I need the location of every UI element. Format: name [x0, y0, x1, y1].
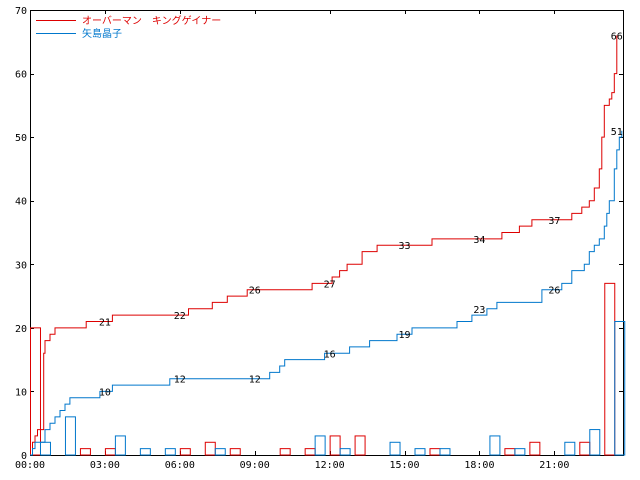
hourly-bar-series-2: [564, 441, 576, 456]
hourly-bar-series-2: [39, 441, 51, 456]
data-label-series-2: 23: [473, 305, 485, 316]
data-label-series-1: 21: [99, 318, 111, 329]
legend-label-series-2: 矢島晶子: [82, 27, 122, 40]
hourly-bar-series-2: [589, 429, 601, 456]
legend: オーバーマン キングゲイナー 矢島晶子: [36, 14, 221, 40]
hourly-bar-series-1: [279, 448, 291, 456]
x-tick-label: 00:00: [15, 460, 45, 471]
data-label-series-1: 34: [473, 235, 485, 246]
hourly-bar-series-2: [214, 448, 226, 456]
hourly-bar-series-1: [604, 282, 616, 456]
hourly-bar-series-2: [414, 448, 426, 456]
data-label-series-2: 19: [399, 330, 411, 341]
x-tick-label: 21:00: [539, 460, 569, 471]
hourly-bar-series-2: [489, 435, 501, 456]
x-tick-label: 06:00: [165, 460, 195, 471]
y-tick-label: 0: [21, 451, 27, 462]
hourly-bar-series-1: [30, 327, 41, 456]
hourly-bar-series-1: [329, 435, 341, 456]
hourly-bar-series-2: [389, 441, 401, 456]
y-tick-label: 60: [15, 70, 27, 81]
data-label-series-1: 22: [174, 311, 186, 322]
hourly-bar-series-2: [164, 448, 176, 456]
hourly-bar-series-1: [304, 448, 316, 456]
data-label-series-2: 12: [249, 375, 261, 386]
data-label-series-1: 37: [548, 216, 560, 227]
data-label-series-2: 26: [548, 286, 560, 297]
data-label-series-2: 12: [174, 375, 186, 386]
cumulative-line-series-2: [30, 130, 623, 456]
hourly-bar-series-1: [504, 448, 516, 456]
data-label-series-1: 66: [611, 31, 623, 42]
hourly-bar-series-1: [529, 441, 541, 456]
data-label-series-2: 10: [99, 387, 111, 398]
y-tick-label: 20: [15, 324, 27, 335]
hourly-bar-series-1: [204, 441, 216, 456]
plot-frame: [30, 10, 624, 456]
bars: [30, 282, 626, 456]
hourly-bar-series-1: [104, 448, 116, 456]
x-tick-label: 03:00: [90, 460, 120, 471]
hourly-bar-series-2: [114, 435, 126, 456]
hourly-bar-series-1: [229, 448, 241, 456]
y-tick-label: 70: [15, 6, 27, 17]
data-label-series-2: 51: [611, 127, 623, 138]
y-tick-label: 50: [15, 133, 27, 144]
legend-label-series-1: オーバーマン キングゲイナー: [82, 14, 221, 27]
hourly-bar-series-2: [439, 448, 451, 456]
hourly-bar-series-1: [354, 435, 366, 456]
cumulative-line-series-1: [30, 35, 618, 456]
x-tick-label: 18:00: [464, 460, 494, 471]
data-label-series-1: 27: [324, 279, 336, 290]
y-axis: 0 10 20 30 40 50 60 70: [15, 6, 623, 462]
data-labels: 21 22 26 27 33 34 37 66 10 12 12 16 19 23 26 51: [99, 31, 623, 398]
hourly-bar-series-2: [64, 416, 76, 456]
hourly-bar-series-2: [314, 435, 326, 456]
data-label-series-1: 26: [249, 286, 261, 297]
x-tick-label: 15:00: [389, 460, 419, 471]
data-label-series-1: 33: [399, 241, 411, 252]
hourly-bar-series-1: [79, 448, 91, 456]
y-tick-label: 30: [15, 260, 27, 271]
hourly-bar-series-1: [179, 448, 191, 456]
x-axis: 00:00 03:00 06:00 09:00 12:00 15:00 18:00 21:00: [15, 10, 569, 471]
x-tick-label: 09:00: [240, 460, 270, 471]
hourly-bar-series-2: [139, 448, 151, 456]
y-tick-label: 40: [15, 197, 27, 208]
series-lines: [30, 35, 623, 456]
hourly-bar-series-1: [579, 441, 591, 456]
data-label-series-2: 16: [324, 349, 336, 360]
hourly-bar-series-1: [429, 448, 441, 456]
x-tick-label: 12:00: [315, 460, 345, 471]
hourly-bar-series-2: [614, 321, 626, 456]
hourly-bar-series-2: [339, 448, 351, 456]
hourly-bar-series-2: [514, 448, 526, 456]
y-tick-label: 10: [15, 387, 27, 398]
